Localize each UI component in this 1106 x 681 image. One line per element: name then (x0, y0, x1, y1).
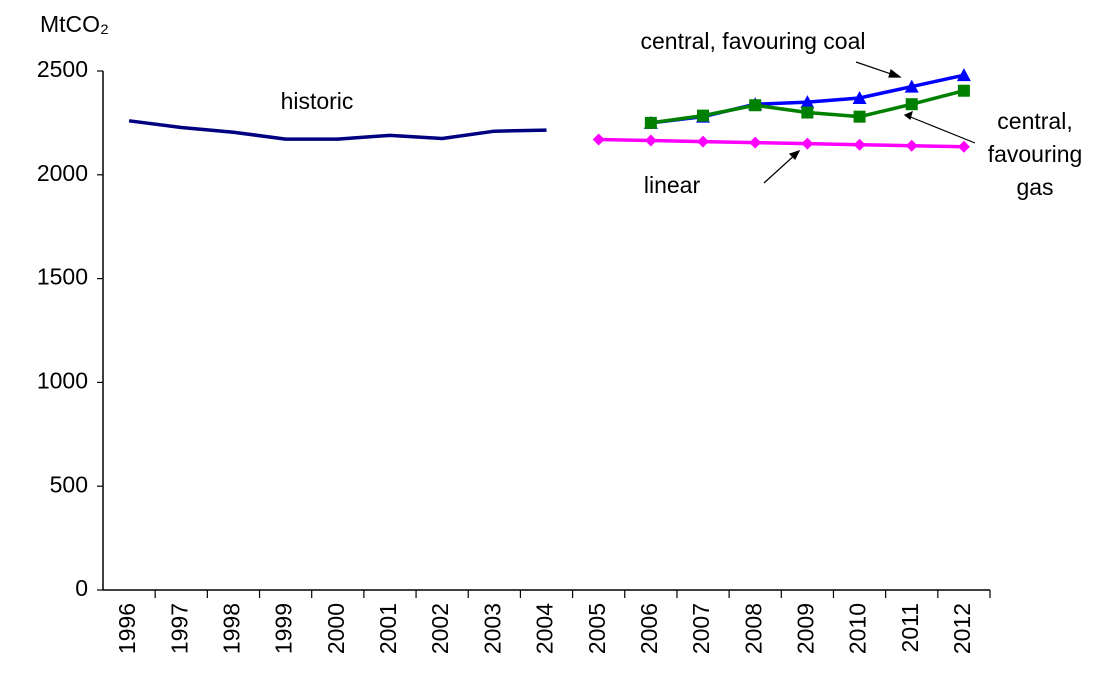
y-axis-label: MtCO₂ (40, 11, 109, 37)
y-tick-label: 0 (75, 575, 88, 601)
marker (644, 134, 657, 147)
annotation-arrows (763, 61, 976, 184)
series-label: central, (997, 108, 1072, 134)
series-line (598, 137, 964, 149)
y-tick-label: 2500 (37, 56, 88, 82)
x-tick-label: 1996 (114, 603, 140, 654)
series-line (128, 119, 547, 141)
marker (644, 116, 657, 129)
series-label: gas (1016, 174, 1053, 200)
y-tick-label: 500 (50, 471, 88, 497)
marker (852, 90, 867, 104)
marker (956, 68, 971, 82)
x-tick-label: 2007 (688, 603, 714, 654)
marker (800, 95, 815, 109)
marker (957, 140, 970, 153)
x-tick-label: 2005 (584, 603, 610, 654)
x-tick-label: 2006 (636, 603, 662, 654)
x-tick-label: 2010 (845, 603, 871, 654)
marker (853, 110, 866, 123)
y-tick-label: 1500 (37, 264, 88, 290)
y-tick-label: 1000 (37, 367, 88, 393)
series-label: central, favouring coal (640, 28, 865, 54)
marker (853, 138, 866, 151)
x-tick-label: 2002 (427, 603, 453, 654)
marker (905, 139, 918, 152)
x-tick-label: 2004 (532, 603, 558, 654)
arrow-head (788, 149, 801, 161)
x-tick-label: 2008 (740, 603, 766, 654)
arrow (907, 115, 976, 144)
x-tick-label: 2000 (323, 603, 349, 654)
series-label: historic (281, 88, 354, 114)
x-tick-label: 2012 (949, 603, 975, 654)
x-tick-label: 2009 (792, 603, 818, 654)
marker (957, 84, 970, 97)
x-tick-label: 2003 (479, 603, 505, 654)
x-tick-label: 2001 (375, 603, 401, 654)
marker (749, 99, 762, 112)
marker (904, 79, 919, 93)
marker (697, 135, 710, 148)
x-tick-label: 2011 (897, 603, 923, 652)
arrow (763, 152, 798, 184)
series-label: linear (644, 172, 701, 198)
series-label: favouring (988, 141, 1083, 167)
marker (697, 109, 710, 122)
arrow-head (903, 110, 913, 121)
arrow-head (888, 68, 902, 78)
marker (905, 98, 918, 111)
y-tick-label: 2000 (37, 160, 88, 186)
x-tick-label: 1998 (219, 603, 245, 654)
x-tick-label: 1999 (271, 603, 297, 654)
marker (801, 137, 814, 150)
marker (749, 136, 762, 149)
marker (592, 133, 605, 146)
marker (801, 106, 814, 119)
x-tick-label: 1997 (166, 603, 192, 654)
